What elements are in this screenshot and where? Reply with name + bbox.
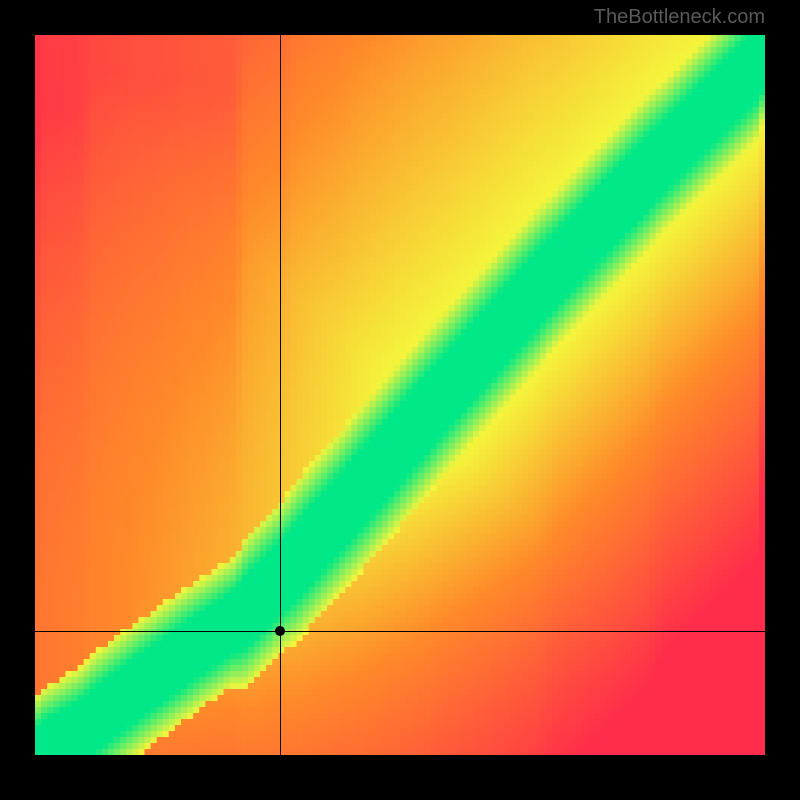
crosshair-horizontal xyxy=(35,631,765,632)
heatmap-canvas xyxy=(35,35,765,755)
crosshair-vertical xyxy=(280,35,281,755)
watermark-text: TheBottleneck.com xyxy=(594,6,765,29)
heatmap-plot xyxy=(35,35,765,755)
crosshair-marker xyxy=(275,626,285,636)
